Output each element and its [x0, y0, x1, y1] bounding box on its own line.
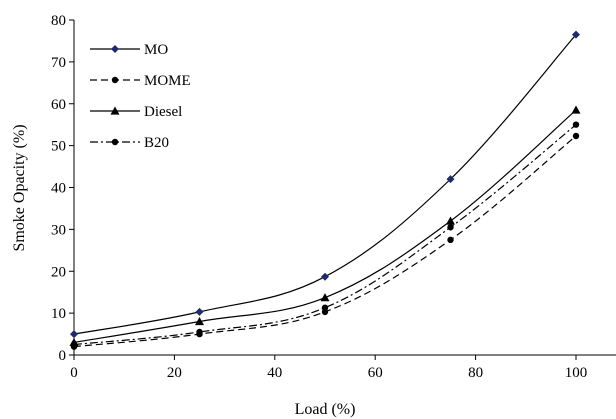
data-point-b20 [321, 304, 329, 311]
legend-item-diesel: Diesel [90, 104, 182, 120]
y-tick-label: 60 [51, 97, 66, 113]
data-point-diesel [571, 105, 581, 114]
data-point-diesel [446, 216, 455, 225]
x-tick-label: 80 [468, 365, 483, 381]
data-point-mo [70, 330, 78, 339]
data-point-b20 [70, 341, 78, 348]
plot-area: 0 10 20 30 40 50 60 70 80 0 20 40 60 80 100 [51, 13, 616, 381]
legend-marker-b20 [111, 138, 119, 146]
y-axis-title: Smoke Opacity (%) [11, 124, 28, 251]
x-tick-label: 100 [565, 365, 588, 381]
series-mome [70, 132, 580, 350]
data-point-b20 [447, 224, 454, 231]
data-point-mo [195, 307, 204, 316]
data-point-diesel [320, 293, 330, 302]
data-point-b20 [196, 328, 203, 336]
x-tick-label: 20 [167, 365, 182, 381]
y-tick-label: 0 [59, 348, 67, 364]
data-point-mome [447, 236, 454, 244]
legend-marker-mo [111, 45, 119, 53]
data-point-mo [321, 272, 329, 281]
y-tick-label: 50 [51, 139, 66, 155]
legend-label-mo: MO [144, 42, 168, 58]
legend-label-b20: B20 [144, 135, 169, 151]
y-tick-label: 30 [51, 222, 66, 238]
x-axis-ticks: 0 20 40 60 80 100 [70, 355, 587, 381]
x-tick-label: 40 [267, 365, 282, 381]
legend-marker-mome [111, 76, 119, 84]
data-point-mo [446, 175, 455, 184]
legend-item-b20: B20 [90, 135, 169, 151]
y-tick-label: 10 [51, 306, 66, 322]
y-tick-label: 70 [51, 55, 66, 71]
legend-label-diesel: Diesel [144, 104, 182, 120]
series-b20 [70, 121, 580, 348]
data-point-mo [572, 30, 580, 39]
legend-label-mome: MOME [144, 73, 191, 89]
legend-item-mome: MOME [90, 73, 191, 89]
y-tick-label: 80 [51, 13, 66, 29]
series-line-b20 [73, 124, 577, 346]
series-mo [70, 30, 580, 339]
legend-marker-diesel [110, 106, 120, 115]
y-axis-ticks: 0 10 20 30 40 50 60 70 80 [51, 13, 74, 364]
y-tick-label: 20 [51, 264, 66, 280]
x-axis-title: Load (%) [295, 401, 356, 418]
data-point-mome [572, 132, 580, 140]
data-point-b20 [572, 121, 580, 128]
legend-item-mo: MO [90, 42, 168, 58]
series-layer [69, 30, 581, 350]
data-point-diesel [195, 317, 204, 326]
legend: MO MOME Diesel B20 [90, 42, 191, 151]
x-tick-label: 60 [368, 365, 383, 381]
series-line-mo [73, 34, 577, 335]
x-tick-label: 0 [70, 365, 78, 381]
y-tick-label: 40 [51, 181, 66, 197]
